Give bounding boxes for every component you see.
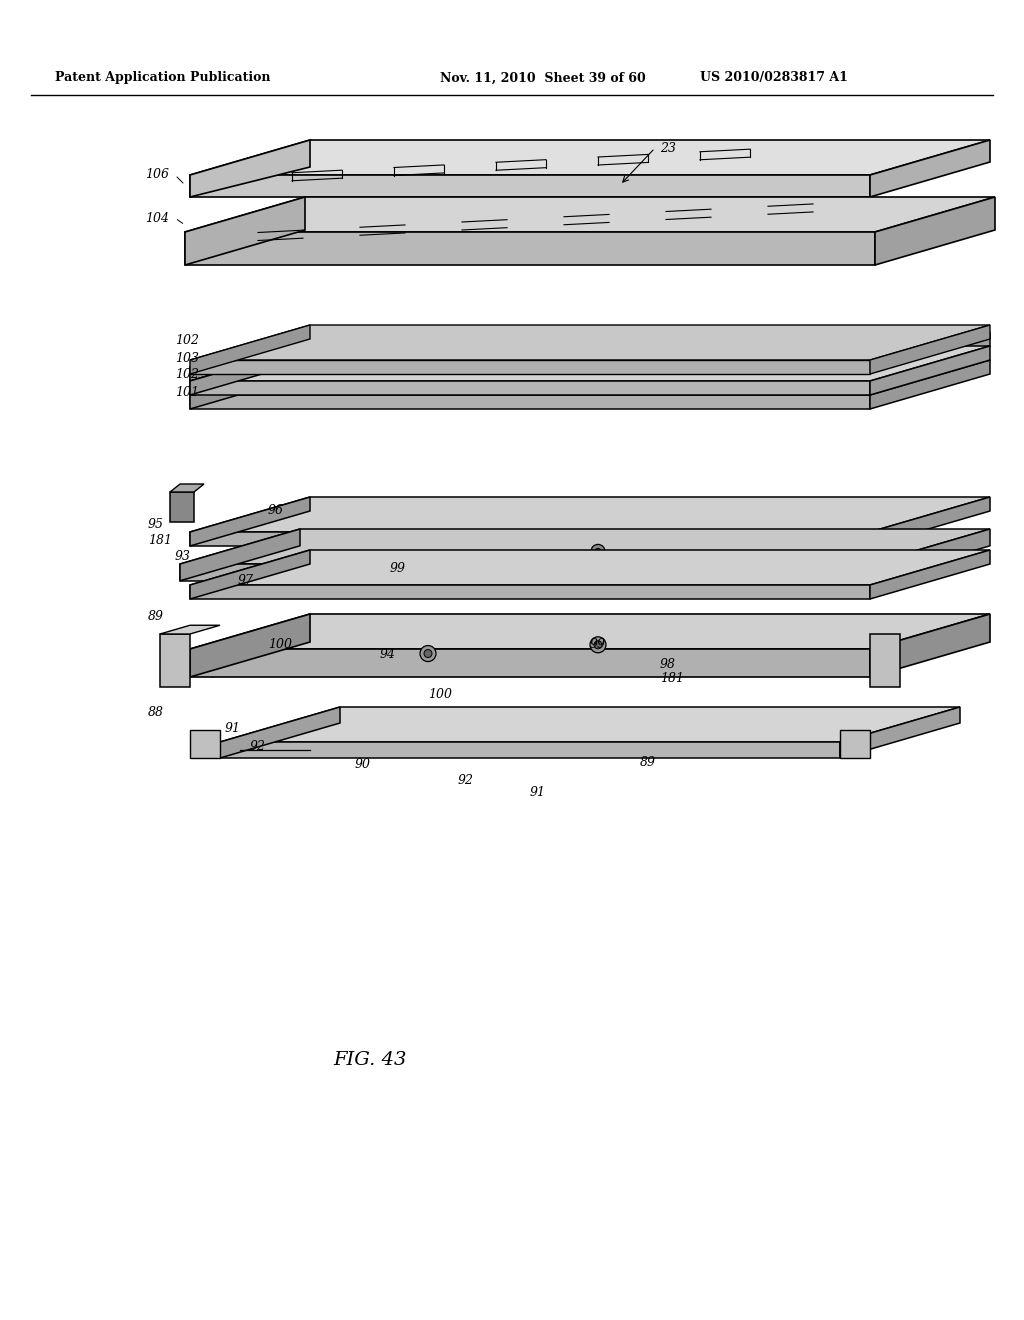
Circle shape [594, 640, 602, 649]
Polygon shape [870, 498, 990, 546]
Text: 100: 100 [268, 638, 292, 651]
Text: 97: 97 [238, 573, 254, 586]
Polygon shape [190, 333, 990, 367]
Circle shape [455, 552, 469, 565]
Text: 100: 100 [428, 688, 452, 701]
Text: 102: 102 [175, 368, 199, 381]
Text: 94: 94 [380, 648, 396, 660]
Text: FIG. 43: FIG. 43 [334, 1051, 407, 1069]
Polygon shape [180, 564, 870, 581]
Polygon shape [840, 708, 961, 758]
Circle shape [459, 556, 465, 561]
Polygon shape [190, 550, 990, 585]
Text: Patent Application Publication: Patent Application Publication [55, 71, 270, 84]
Text: 89: 89 [640, 755, 656, 768]
Polygon shape [160, 626, 220, 634]
Text: 90: 90 [355, 758, 371, 771]
Polygon shape [190, 176, 870, 197]
Polygon shape [190, 360, 990, 395]
Polygon shape [185, 197, 995, 232]
Text: 23: 23 [660, 141, 676, 154]
Polygon shape [190, 346, 990, 381]
Text: 95: 95 [148, 517, 164, 531]
Text: 104: 104 [145, 211, 169, 224]
Polygon shape [190, 585, 870, 599]
Polygon shape [870, 333, 990, 381]
Polygon shape [185, 197, 305, 265]
Polygon shape [185, 232, 874, 265]
Polygon shape [190, 550, 310, 599]
Text: 99: 99 [590, 638, 606, 651]
Text: 98: 98 [660, 657, 676, 671]
Text: 88: 88 [148, 705, 164, 718]
Polygon shape [190, 140, 310, 197]
Polygon shape [870, 325, 990, 374]
Text: 106: 106 [145, 169, 169, 181]
Text: 96: 96 [268, 503, 284, 516]
Text: 181: 181 [148, 533, 172, 546]
Text: 102: 102 [175, 334, 199, 346]
Polygon shape [190, 730, 220, 758]
Polygon shape [190, 325, 990, 360]
Polygon shape [190, 360, 310, 409]
Polygon shape [190, 333, 310, 381]
Polygon shape [220, 708, 340, 758]
Text: 89: 89 [148, 610, 164, 623]
Polygon shape [840, 730, 870, 758]
Text: 99: 99 [390, 562, 406, 576]
Circle shape [424, 649, 432, 657]
Text: 92: 92 [250, 741, 266, 754]
Polygon shape [220, 742, 840, 758]
Polygon shape [190, 140, 990, 176]
Polygon shape [870, 614, 990, 677]
Text: US 2010/0283817 A1: US 2010/0283817 A1 [700, 71, 848, 84]
Polygon shape [190, 360, 870, 374]
Polygon shape [190, 614, 310, 677]
Polygon shape [190, 498, 310, 546]
Polygon shape [220, 708, 961, 742]
Text: 93: 93 [175, 549, 191, 562]
Polygon shape [180, 529, 990, 564]
Polygon shape [190, 381, 870, 395]
Polygon shape [870, 346, 990, 395]
Polygon shape [870, 140, 990, 197]
Polygon shape [160, 634, 190, 686]
Polygon shape [190, 532, 870, 546]
Circle shape [591, 544, 605, 558]
Text: 91: 91 [530, 785, 546, 799]
Polygon shape [870, 634, 900, 686]
Polygon shape [870, 360, 990, 409]
Polygon shape [170, 484, 204, 492]
Polygon shape [190, 498, 990, 532]
Text: 101: 101 [175, 385, 199, 399]
Polygon shape [190, 325, 310, 374]
Text: Nov. 11, 2010  Sheet 39 of 60: Nov. 11, 2010 Sheet 39 of 60 [440, 71, 646, 84]
Text: 103: 103 [175, 351, 199, 364]
Polygon shape [870, 529, 990, 581]
Circle shape [420, 645, 436, 661]
Polygon shape [874, 197, 995, 265]
Polygon shape [190, 367, 870, 381]
Bar [170, 492, 194, 521]
Polygon shape [190, 395, 870, 409]
Text: 92: 92 [458, 774, 474, 787]
Polygon shape [190, 649, 870, 677]
Circle shape [590, 636, 606, 653]
Text: 181: 181 [660, 672, 684, 685]
Polygon shape [180, 529, 300, 581]
Circle shape [595, 548, 601, 554]
Polygon shape [870, 550, 990, 599]
Polygon shape [190, 614, 990, 649]
Polygon shape [190, 346, 310, 395]
Text: 91: 91 [225, 722, 241, 734]
